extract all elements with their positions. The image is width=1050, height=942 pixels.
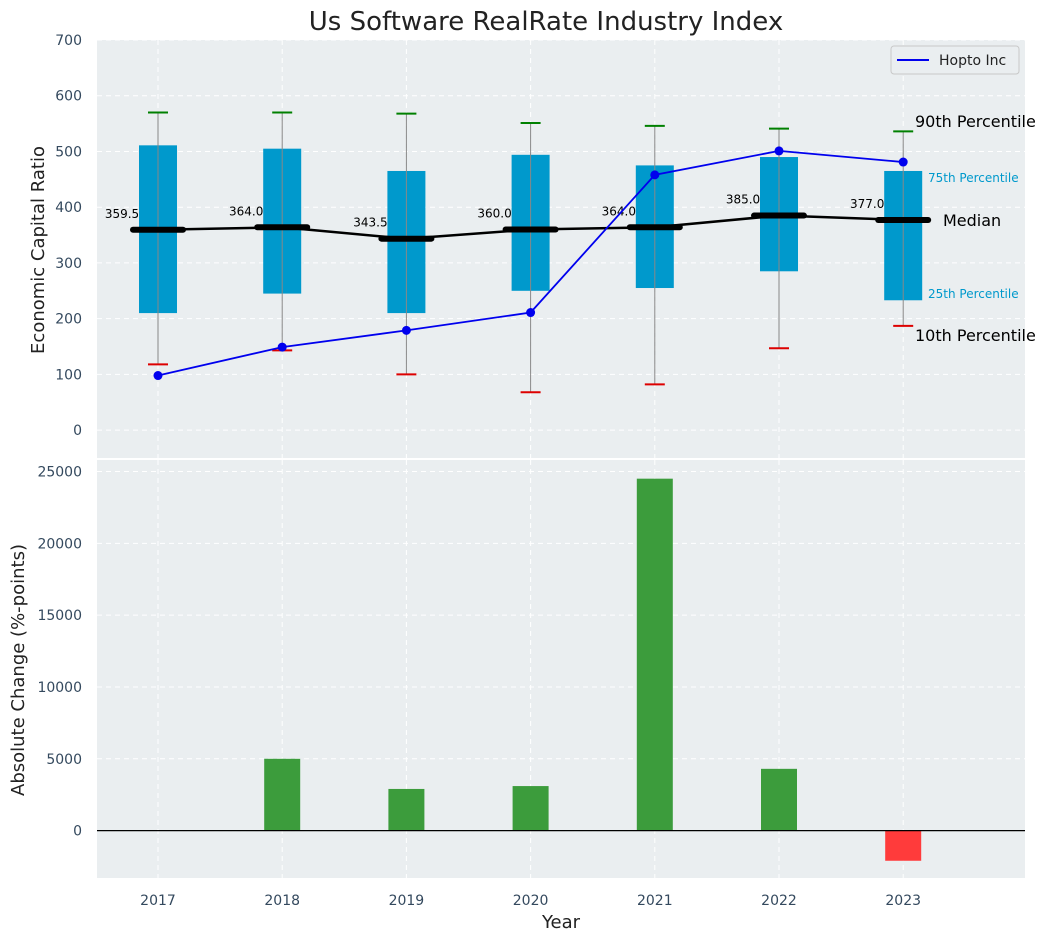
bottom-y-tick-label: 25000 (37, 464, 82, 480)
bottom-y-tick-label: 0 (73, 824, 82, 840)
company-point (277, 342, 287, 352)
x-tick-label: 2019 (389, 893, 425, 909)
top-y-tick-label: 300 (55, 256, 82, 272)
bottom-y-tick-label: 5000 (46, 752, 82, 768)
company-point (526, 308, 536, 318)
top-y-tick-label: 600 (55, 89, 82, 105)
legend-label-hopto: Hopto Inc (939, 53, 1006, 69)
top-y-tick-label: 100 (55, 367, 82, 383)
annotation-p90: 90th Percentile (915, 112, 1036, 131)
change-bar (636, 478, 673, 831)
bottom-plot-area (97, 460, 1025, 878)
top-y-tick-label: 500 (55, 144, 82, 160)
bottom-y-tick-label: 15000 (37, 608, 82, 624)
change-bar (512, 786, 549, 831)
top-y-axis-label: Economic Capital Ratio (28, 146, 49, 354)
x-tick-label: 2023 (885, 893, 921, 909)
annotation-p75: 75th Percentile (928, 171, 1019, 185)
top-y-tick-label: 200 (55, 312, 82, 328)
median-value-label: 364.0 (602, 204, 636, 218)
chart-title: Us Software RealRate Industry Index (309, 7, 783, 37)
change-bar (885, 830, 922, 861)
company-point (650, 170, 660, 180)
x-tick-label: 2022 (761, 893, 797, 909)
x-tick-label: 2018 (264, 893, 300, 909)
box-plot: 359.5 364.0 343.5 360.0 364.0 385.0 377.0 (105, 111, 932, 394)
median-value-label: 377.0 (850, 197, 884, 211)
median-value-label: 360.0 (477, 206, 511, 220)
median-value-label: 343.5 (353, 216, 387, 230)
top-plot-area (97, 40, 1025, 458)
annotation-p10: 10th Percentile (915, 326, 1036, 345)
change-bar (761, 768, 797, 831)
change-bar (264, 758, 301, 831)
bottom-grid: 0 5000 10000 15000 20000 25000 2017 2018 2019 202… (37, 460, 1025, 909)
x-tick-label: 2021 (637, 893, 673, 909)
bottom-y-axis-label: Absolute Change (%-points) (8, 544, 29, 796)
top-y-tick-label: 0 (73, 423, 82, 439)
legend-box (890, 45, 1020, 75)
median-value-label: 359.5 (105, 207, 139, 221)
annotation-median: Median (943, 211, 1001, 230)
company-point (898, 157, 908, 167)
company-point (774, 146, 784, 156)
change-bar (388, 788, 425, 831)
legend: Hopto Inc (890, 45, 1020, 75)
company-point (401, 325, 411, 335)
company-point (153, 371, 163, 381)
x-axis-label: Year (541, 912, 581, 933)
annotation-p25: 25th Percentile (928, 287, 1019, 301)
top-y-tick-label: 700 (55, 33, 82, 49)
top-y-tick-label: 400 (55, 200, 82, 216)
x-tick-label: 2017 (140, 893, 176, 909)
bottom-y-tick-label: 10000 (37, 680, 82, 696)
bar-chart (97, 478, 1025, 861)
median-value-label: 385.0 (726, 193, 760, 207)
bottom-y-tick-label: 20000 (37, 536, 82, 552)
median-value-label: 364.0 (229, 204, 263, 218)
x-tick-label: 2020 (513, 893, 549, 909)
